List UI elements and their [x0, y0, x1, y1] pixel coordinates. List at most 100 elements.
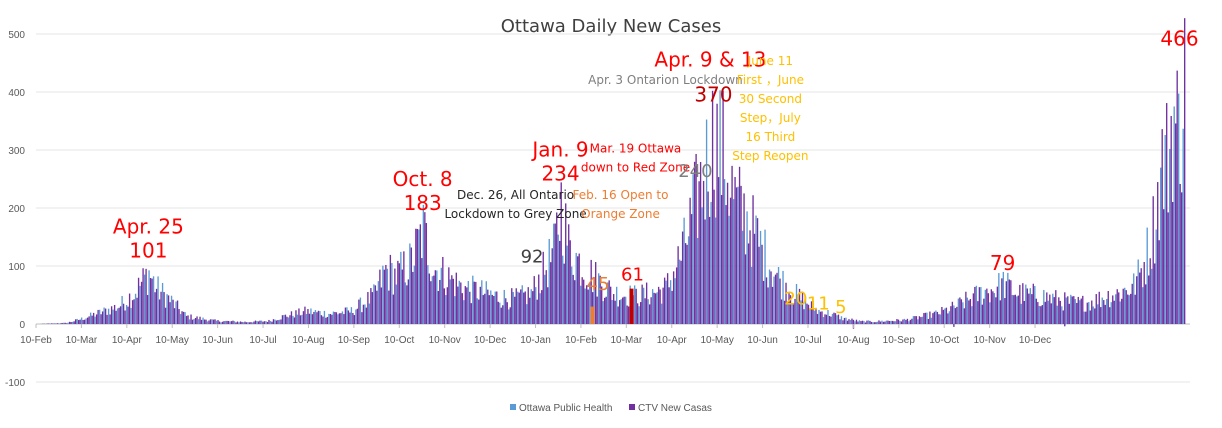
bar: [711, 90, 714, 324]
bar: [1014, 294, 1017, 324]
bar: [122, 303, 125, 324]
bar: [783, 300, 786, 324]
bar: [773, 276, 775, 324]
bar: [167, 295, 170, 324]
bar: [101, 311, 104, 324]
bar: [520, 289, 522, 324]
bar: [1083, 311, 1085, 324]
bar: [305, 313, 308, 324]
bar: [373, 284, 375, 324]
bar: [557, 234, 559, 324]
bar: [545, 270, 547, 324]
bar: [566, 245, 568, 324]
bar: [834, 313, 837, 324]
bar: [593, 277, 595, 324]
bar: [896, 319, 898, 324]
bar: [684, 243, 687, 324]
highlight-bar: [590, 306, 595, 324]
bar: [1133, 273, 1135, 324]
bar: [1040, 306, 1042, 324]
bar: [1172, 201, 1174, 324]
bar: [983, 298, 985, 324]
annotation-label: 20: [784, 288, 807, 309]
bar: [451, 275, 453, 324]
bar: [747, 243, 750, 324]
bar: [659, 289, 661, 324]
bar: [253, 321, 255, 324]
bar: [497, 301, 499, 324]
bar: [80, 317, 83, 324]
bar: [971, 306, 973, 324]
bar: [771, 286, 774, 324]
bar: [517, 291, 519, 324]
bar: [110, 306, 113, 324]
bar: [328, 313, 330, 324]
bar: [403, 251, 405, 324]
bar: [959, 297, 961, 324]
bar: [1049, 294, 1051, 324]
bar: [1136, 276, 1138, 324]
bar: [304, 306, 306, 324]
bar: [73, 321, 75, 324]
bar: [938, 314, 940, 324]
bar: [1028, 293, 1030, 324]
bar: [613, 294, 615, 324]
bar: [415, 228, 417, 324]
bar: [374, 285, 377, 324]
bar: [743, 193, 745, 324]
bar: [801, 291, 804, 324]
bar: [269, 320, 272, 324]
legend-swatch-ctv-new-casas: [629, 404, 635, 410]
bar: [578, 253, 580, 324]
bar: [941, 306, 943, 324]
bar: [209, 319, 212, 324]
bar: [1031, 294, 1033, 324]
bar: [538, 274, 540, 324]
bar: [1149, 258, 1151, 324]
legend-label-ctv-new-casas: CTV New Casas: [638, 403, 712, 414]
bar: [761, 244, 763, 324]
bar: [440, 267, 442, 324]
bar: [530, 289, 532, 324]
bar: [1158, 240, 1160, 324]
bar: [241, 321, 243, 324]
bar: [191, 319, 194, 324]
bar: [194, 318, 197, 324]
bar: [263, 321, 266, 324]
bar: [370, 288, 372, 324]
bar: [400, 251, 402, 324]
bar: [136, 297, 138, 324]
bar: [689, 197, 691, 324]
bar: [1035, 298, 1037, 324]
bar: [152, 276, 155, 324]
bar: [487, 289, 489, 324]
bar: [533, 276, 535, 324]
bar: [1043, 289, 1045, 324]
bar: [879, 321, 882, 324]
bar: [307, 308, 309, 324]
bar: [893, 321, 895, 324]
bar: [1064, 292, 1066, 324]
bar: [951, 301, 954, 324]
bar: [362, 304, 365, 324]
bar: [371, 292, 374, 324]
annotation-label: Feb. 16 Open to: [573, 188, 669, 202]
bar: [245, 322, 248, 324]
bar: [293, 317, 296, 324]
bar: [448, 267, 450, 324]
bar: [455, 272, 457, 324]
bar: [290, 311, 293, 324]
bar: [1088, 302, 1090, 324]
bar: [897, 319, 900, 324]
annotation-label: 61: [621, 265, 644, 286]
bar: [146, 295, 149, 324]
bar: [810, 301, 813, 324]
bar: [1121, 298, 1123, 324]
bar: [76, 318, 78, 324]
bar: [260, 320, 263, 324]
bar: [1157, 182, 1159, 324]
bar: [590, 259, 592, 324]
bar: [532, 291, 534, 324]
bar: [947, 313, 949, 324]
bar: [639, 302, 642, 324]
